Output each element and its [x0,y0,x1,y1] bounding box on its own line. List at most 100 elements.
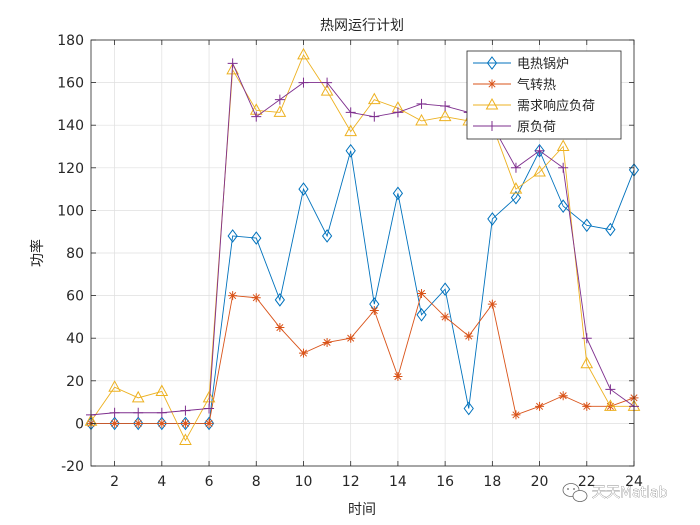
y-tick-label: 140 [57,118,84,134]
x-tick-label: 8 [252,474,261,490]
data-point-plus [534,145,545,156]
watermark-text: 天天Matlab [592,485,668,501]
data-point-plus [227,58,238,69]
data-point-asterisk [204,418,214,428]
data-point-asterisk [535,401,545,411]
data-point-triangle [320,84,334,96]
watermark: 天天Matlab [562,483,668,502]
data-point-diamond [274,293,285,307]
data-point-triangle [533,165,546,177]
data-point-asterisk [180,418,190,428]
x-tick-label: 2 [110,474,119,490]
legend-item: 需求响应负荷 [473,97,595,114]
data-point-asterisk [440,312,450,322]
data-point-asterisk [275,323,285,333]
x-tick-label: 18 [483,474,501,490]
data-point-asterisk [298,348,308,358]
data-point-plus [204,403,215,414]
data-point-plus [581,333,592,344]
x-tick-label: 4 [157,474,166,490]
data-point-diamond [605,222,616,237]
data-point-diamond [416,307,427,322]
data-point-plus [133,407,144,418]
data-point-asterisk [251,293,261,303]
legend-label: 电热锅炉 [517,56,569,72]
series-line [90,53,634,442]
data-point-diamond [109,416,120,431]
y-tick-label: 100 [57,203,84,219]
data-point-triangle [438,109,452,122]
data-point-asterisk [487,79,497,89]
data-point-diamond [180,416,191,431]
data-point-plus [274,94,285,105]
data-point-asterisk [487,299,497,309]
data-point-diamond [227,229,238,243]
data-point-plus [558,162,569,173]
y-tick-label: 20 [66,374,84,390]
y-tick-label: -20 [61,459,84,475]
data-point-diamond [487,212,498,226]
x-axis-label: 时间 [348,502,376,518]
series-layer [84,47,641,445]
data-point-plus [298,77,309,88]
data-point-asterisk [393,372,403,382]
data-point-plus [487,121,497,131]
legend-label: 需求响应负荷 [517,98,595,114]
y-axis-label: 功率 [29,239,46,267]
y-tick-label: 40 [66,331,84,347]
data-point-triangle [509,182,523,194]
data-point-triangle [108,380,121,392]
data-point-triangle [297,47,310,60]
x-tick-label: 10 [295,474,313,490]
y-tick-label: 60 [66,289,84,305]
data-point-diamond [581,218,592,233]
data-point-diamond [486,56,498,70]
data-point-diamond [510,190,522,205]
data-point-diamond [463,401,474,416]
data-point-asterisk [133,418,143,428]
data-point-diamond [440,282,451,297]
data-point-triangle [580,356,594,369]
data-point-diamond [298,182,309,196]
data-point-triangle [367,92,381,105]
data-point-plus [251,111,262,122]
data-point-diamond [321,229,333,243]
data-point-triangle [344,124,358,137]
data-point-triangle [604,399,617,411]
data-point-asterisk [346,333,356,343]
data-point-asterisk [322,337,332,347]
wechat-icon [562,483,588,502]
data-point-asterisk [369,306,379,316]
data-point-triangle [273,105,287,117]
x-tick-label: 24 [625,474,643,490]
legend-label: 原负荷 [517,120,556,135]
data-point-plus [392,107,403,118]
data-point-diamond [558,199,569,213]
x-tick-label: 16 [436,474,454,490]
data-point-asterisk [417,288,427,298]
y-tick-label: 160 [57,76,84,92]
data-point-triangle [179,433,192,445]
data-point-asterisk [511,410,521,420]
data-point-plus [345,107,356,118]
data-point-plus [605,384,616,395]
data-point-plus [416,98,427,109]
data-point-triangle [485,97,499,110]
data-point-plus [440,101,451,112]
data-point-diamond [345,143,356,158]
data-point-plus [180,405,191,416]
data-point-asterisk [228,291,238,301]
legend-item: 原负荷 [473,120,556,135]
data-point-asterisk [110,418,120,428]
legend-item: 电热锅炉 [473,56,569,72]
data-point-triangle [155,384,169,396]
y-tick-label: 80 [66,246,84,262]
x-tick-label: 22 [578,474,596,490]
data-point-asterisk [558,391,568,401]
data-point-triangle [415,113,428,126]
data-point-asterisk [582,401,592,411]
y-tick-label: 0 [75,416,84,432]
data-point-diamond [133,416,144,431]
